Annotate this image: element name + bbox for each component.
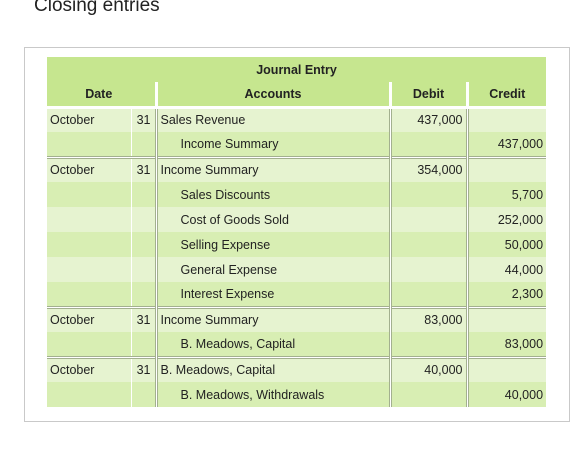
table-title: Journal Entry xyxy=(47,57,547,82)
credit-cell[interactable]: 83,000 xyxy=(467,332,547,357)
date-day-cell[interactable]: 31 xyxy=(131,305,158,332)
date-month-cell[interactable]: October xyxy=(47,155,132,182)
credit-cell[interactable]: 5,700 xyxy=(467,182,547,207)
date-day-cell[interactable]: 31 xyxy=(131,107,158,132)
credit-header: Credit xyxy=(467,82,547,109)
table-row: October 31 B. Meadows, Capital 40,000 xyxy=(47,355,547,382)
date-month-cell[interactable]: October xyxy=(47,107,132,132)
account-cell[interactable]: Income Summary xyxy=(156,132,392,157)
date-month-cell[interactable] xyxy=(47,182,132,207)
date-day-cell[interactable] xyxy=(131,232,158,257)
account-cell[interactable]: Income Summary xyxy=(156,305,392,332)
credit-cell[interactable] xyxy=(467,155,547,182)
account-cell[interactable]: Sales Revenue xyxy=(156,107,392,132)
account-cell[interactable]: Sales Discounts xyxy=(156,182,392,207)
account-cell[interactable]: Selling Expense xyxy=(156,232,392,257)
credit-cell[interactable]: 44,000 xyxy=(467,257,547,282)
table-row: October 31 Sales Revenue 437,000 xyxy=(47,107,547,132)
debit-cell[interactable] xyxy=(390,207,469,232)
account-cell[interactable]: B. Meadows, Withdrawals xyxy=(156,382,392,407)
date-month-cell[interactable] xyxy=(47,132,132,157)
credit-cell[interactable]: 40,000 xyxy=(467,382,547,407)
debit-cell[interactable]: 437,000 xyxy=(390,107,469,132)
account-cell[interactable]: Income Summary xyxy=(156,155,392,182)
debit-cell[interactable]: 83,000 xyxy=(390,305,469,332)
table-row: B. Meadows, Capital 83,000 xyxy=(47,332,547,357)
debit-cell[interactable] xyxy=(390,282,469,307)
debit-cell[interactable] xyxy=(390,257,469,282)
date-day-cell[interactable]: 31 xyxy=(131,355,158,382)
table-row: Selling Expense 50,000 xyxy=(47,232,547,257)
accounts-header: Accounts xyxy=(156,82,392,109)
debit-cell[interactable] xyxy=(390,232,469,257)
date-month-cell[interactable] xyxy=(47,332,132,357)
date-header: Date xyxy=(47,82,158,109)
date-day-cell[interactable] xyxy=(131,382,158,407)
debit-cell[interactable] xyxy=(390,182,469,207)
credit-cell[interactable] xyxy=(467,355,547,382)
credit-cell[interactable]: 2,300 xyxy=(467,282,547,307)
table-header-row: Date Accounts Debit Credit xyxy=(47,82,547,109)
account-cell[interactable]: General Expense xyxy=(156,257,392,282)
date-day-cell[interactable] xyxy=(131,257,158,282)
table-row: Interest Expense 2,300 xyxy=(47,282,547,307)
date-month-cell[interactable] xyxy=(47,282,132,307)
date-month-cell[interactable]: October xyxy=(47,305,132,332)
table-row: B. Meadows, Withdrawals 40,000 xyxy=(47,382,547,407)
date-day-cell[interactable] xyxy=(131,332,158,357)
debit-cell[interactable] xyxy=(390,382,469,407)
date-day-cell[interactable] xyxy=(131,132,158,157)
debit-cell[interactable]: 354,000 xyxy=(390,155,469,182)
page-heading: Closing entries xyxy=(34,0,160,16)
table-row: October 31 Income Summary 354,000 xyxy=(47,155,547,182)
date-month-cell[interactable] xyxy=(47,382,132,407)
table-row: General Expense 44,000 xyxy=(47,257,547,282)
journal-entry-table: Journal Entry Date Accounts Debit Credit… xyxy=(47,57,547,407)
account-cell[interactable]: Interest Expense xyxy=(156,282,392,307)
date-day-cell[interactable] xyxy=(131,282,158,307)
credit-cell[interactable]: 252,000 xyxy=(467,207,547,232)
account-cell[interactable]: B. Meadows, Capital xyxy=(156,332,392,357)
table-row: Sales Discounts 5,700 xyxy=(47,182,547,207)
debit-cell[interactable]: 40,000 xyxy=(390,355,469,382)
date-month-cell[interactable] xyxy=(47,257,132,282)
date-day-cell[interactable] xyxy=(131,182,158,207)
credit-cell[interactable]: 437,000 xyxy=(467,132,547,157)
date-month-cell[interactable] xyxy=(47,207,132,232)
date-day-cell[interactable]: 31 xyxy=(131,155,158,182)
account-cell[interactable]: B. Meadows, Capital xyxy=(156,355,392,382)
date-day-cell[interactable] xyxy=(131,207,158,232)
date-month-cell[interactable] xyxy=(47,232,132,257)
table-row: October 31 Income Summary 83,000 xyxy=(47,305,547,332)
credit-cell[interactable] xyxy=(467,305,547,332)
debit-cell[interactable] xyxy=(390,332,469,357)
credit-cell[interactable]: 50,000 xyxy=(467,232,547,257)
table-title-row: Journal Entry xyxy=(47,57,547,82)
debit-header: Debit xyxy=(390,82,469,109)
account-cell[interactable]: Cost of Goods Sold xyxy=(156,207,392,232)
debit-cell[interactable] xyxy=(390,132,469,157)
credit-cell[interactable] xyxy=(467,107,547,132)
table-row: Income Summary 437,000 xyxy=(47,132,547,157)
table-row: Cost of Goods Sold 252,000 xyxy=(47,207,547,232)
date-month-cell[interactable]: October xyxy=(47,355,132,382)
